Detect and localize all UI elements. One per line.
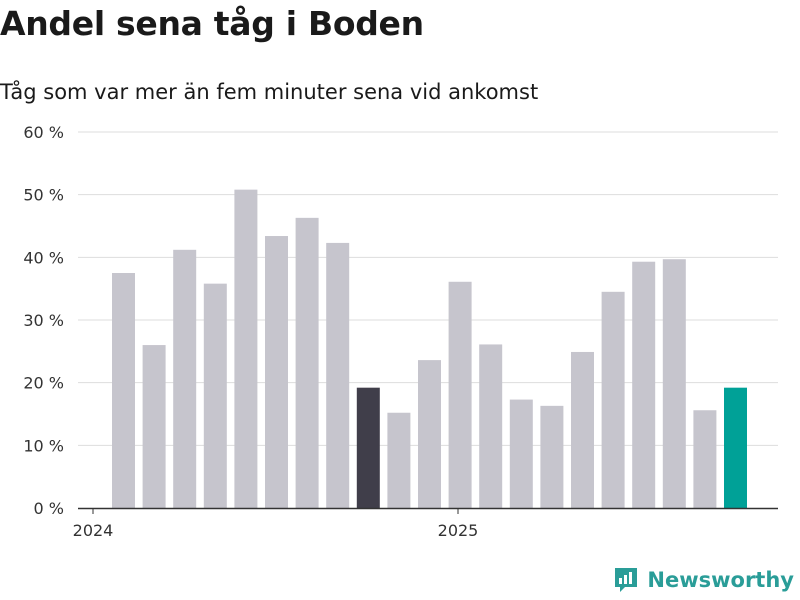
y-tick-label: 20 %: [23, 374, 64, 393]
brand-name: Newsworthy: [647, 568, 794, 592]
bar: [356, 387, 380, 508]
bar: [724, 387, 747, 508]
x-tick-label: 2025: [438, 521, 479, 540]
bar: [571, 351, 594, 508]
bar: [418, 360, 441, 508]
y-axis-ticks: 0 % 10 % 20 % 30 % 40 % 50 % 60 %: [23, 123, 64, 518]
y-tick-label: 10 %: [23, 436, 64, 455]
bar: [509, 399, 533, 508]
y-tick-label: 0 %: [34, 499, 64, 518]
newsworthy-logo-icon: [615, 568, 638, 592]
bar: [448, 281, 472, 508]
bar: [693, 410, 717, 508]
brand-logo: Newsworthy: [613, 566, 794, 594]
bar: [295, 217, 319, 508]
y-tick-label: 40 %: [23, 248, 64, 267]
bar: [540, 405, 564, 508]
bar: [601, 291, 625, 508]
bar: [387, 412, 411, 508]
chart-title: Andel sena tåg i Boden: [0, 4, 424, 43]
y-tick-label: 50 %: [23, 186, 64, 205]
bar: [234, 189, 258, 509]
bar: [142, 345, 166, 508]
bar: [203, 283, 227, 508]
bars: [112, 189, 747, 509]
bar: [265, 236, 288, 508]
x-tick-label: 2024: [73, 521, 114, 540]
bar: [662, 259, 686, 508]
chart-subtitle: Tåg som var mer än fem minuter sena vid …: [0, 80, 539, 104]
bar: [632, 261, 656, 508]
bar: [326, 242, 350, 509]
y-tick-label: 60 %: [23, 123, 64, 142]
y-tick-label: 30 %: [23, 311, 64, 330]
bar: [479, 344, 503, 508]
bar: [173, 249, 197, 508]
x-axis-ticks: 2024 2025: [73, 508, 479, 540]
bar: [112, 273, 135, 508]
